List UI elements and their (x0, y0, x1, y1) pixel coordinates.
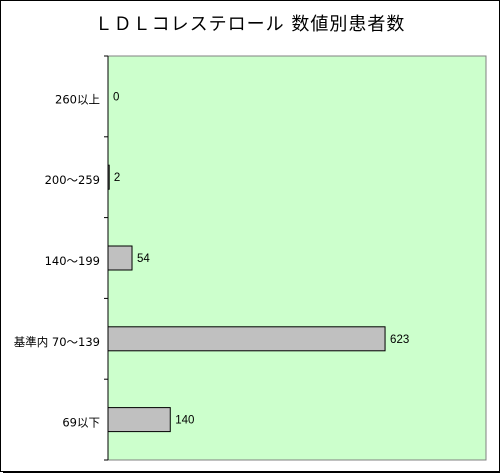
value-label: 140 (175, 415, 194, 427)
category-label: 200～259 (45, 173, 100, 187)
bar (107, 245, 133, 271)
category-label: 69以下 (62, 416, 100, 430)
category-label: 260以上 (55, 92, 100, 106)
y-axis-ticks (104, 55, 108, 461)
chart-title: ＬＤＬコレステロール 数値別患者数 (95, 14, 406, 35)
bar (107, 164, 110, 190)
value-label: 2 (114, 172, 120, 184)
plot-area (107, 55, 487, 461)
category-labels: 260以上 200～259 140～199 基準内 70～139 69以下 (14, 92, 100, 429)
value-label: 0 (113, 91, 119, 103)
value-label: 623 (390, 334, 409, 346)
bar (107, 407, 171, 433)
bars (107, 164, 386, 433)
bar (107, 326, 386, 352)
data-labels: 0 2 54 623 140 (113, 91, 409, 426)
value-label: 54 (137, 253, 150, 265)
category-label: 140～199 (45, 254, 100, 268)
category-label: 基準内 70～139 (14, 335, 100, 349)
